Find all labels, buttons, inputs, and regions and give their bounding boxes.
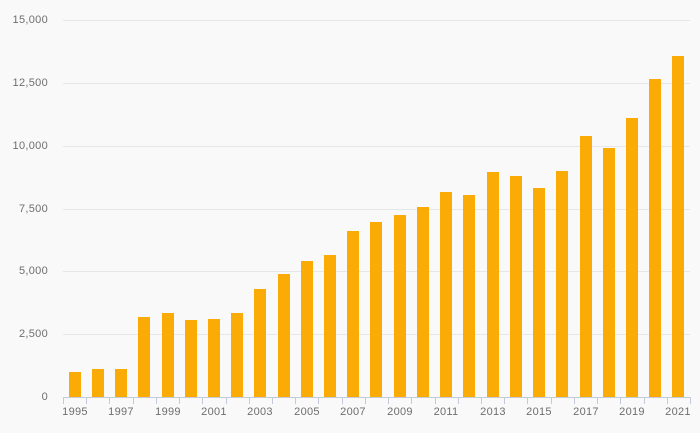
x-axis-label-2019: 2019	[619, 406, 645, 418]
x-axis-label-2001: 2001	[201, 406, 227, 418]
x-axis-label-1997: 1997	[108, 406, 134, 418]
x-axis-label-1999: 1999	[155, 406, 181, 418]
x-axis-tick	[504, 398, 505, 404]
x-axis-tick	[109, 398, 110, 404]
bar-2020[interactable]	[649, 79, 661, 397]
bar-2002[interactable]	[231, 313, 243, 397]
bar-2010[interactable]	[417, 207, 429, 397]
bar-2021[interactable]	[672, 56, 684, 397]
x-axis-label-2007: 2007	[340, 406, 366, 418]
x-axis-tick	[202, 398, 203, 404]
x-axis-tick	[667, 398, 668, 404]
bar-2018[interactable]	[603, 148, 615, 397]
x-axis-tick	[620, 398, 621, 404]
bar-2000[interactable]	[185, 320, 197, 397]
gridline-15000	[63, 20, 690, 21]
x-axis-tick	[249, 398, 250, 404]
x-axis-tick	[690, 398, 691, 404]
x-axis-tick	[156, 398, 157, 404]
x-axis-tick	[644, 398, 645, 404]
y-axis-label-10000: 10,000	[12, 140, 48, 152]
gridline-10000	[63, 146, 690, 147]
bar-2005[interactable]	[301, 261, 313, 397]
x-axis-tick	[318, 398, 319, 404]
bar-2017[interactable]	[580, 136, 592, 397]
x-axis-tick	[574, 398, 575, 404]
x-axis-label-2005: 2005	[294, 406, 320, 418]
x-axis-label-2021: 2021	[665, 406, 691, 418]
bar-2019[interactable]	[626, 118, 638, 397]
x-axis-tick	[435, 398, 436, 404]
bar-2016[interactable]	[556, 171, 568, 397]
x-axis-tick	[481, 398, 482, 404]
bar-1995[interactable]	[69, 372, 81, 397]
x-axis-label-2013: 2013	[480, 406, 506, 418]
bar-2006[interactable]	[324, 255, 336, 397]
bar-2001[interactable]	[208, 319, 220, 397]
x-axis-label-2003: 2003	[247, 406, 273, 418]
y-axis-label-0: 0	[41, 391, 48, 403]
x-axis-tick	[272, 398, 273, 404]
bar-2014[interactable]	[510, 176, 522, 397]
x-axis-tick	[86, 398, 87, 404]
bar-2013[interactable]	[487, 172, 499, 397]
x-axis-label-2011: 2011	[433, 406, 459, 418]
x-axis-label-2017: 2017	[573, 406, 599, 418]
bar-2007[interactable]	[347, 231, 359, 397]
bar-2012[interactable]	[463, 195, 475, 397]
x-axis-tick	[458, 398, 459, 404]
bar-2015[interactable]	[533, 188, 545, 397]
x-axis-tick	[295, 398, 296, 404]
gridline-7500	[63, 209, 690, 210]
bar-2009[interactable]	[394, 215, 406, 397]
x-axis-tick	[551, 398, 552, 404]
x-axis-label-1995: 1995	[62, 406, 88, 418]
x-axis-label-2009: 2009	[387, 406, 413, 418]
x-axis-line	[63, 397, 691, 398]
y-axis-label-15000: 15,000	[12, 14, 48, 26]
y-axis-label-5000: 5,000	[18, 265, 48, 277]
bar-2004[interactable]	[278, 274, 290, 397]
bar-1996[interactable]	[92, 369, 104, 397]
x-axis-tick	[226, 398, 227, 404]
x-axis-label-2015: 2015	[526, 406, 552, 418]
y-axis-label-7500: 7,500	[18, 203, 48, 215]
bar-2003[interactable]	[254, 289, 266, 397]
x-axis-tick	[342, 398, 343, 404]
x-axis-tick	[63, 398, 64, 404]
x-axis-tick	[388, 398, 389, 404]
bar-2008[interactable]	[370, 222, 382, 397]
x-axis-tick	[179, 398, 180, 404]
y-axis-label-12500: 12,500	[12, 77, 48, 89]
y-axis-label-2500: 2,500	[18, 328, 48, 340]
bar-2011[interactable]	[440, 192, 452, 397]
x-axis-tick	[133, 398, 134, 404]
x-axis-tick	[597, 398, 598, 404]
x-axis-tick	[411, 398, 412, 404]
bar-1998[interactable]	[138, 317, 150, 397]
bar-1997[interactable]	[115, 369, 127, 397]
gridline-12500	[63, 83, 690, 84]
x-axis-tick	[527, 398, 528, 404]
x-axis-tick	[365, 398, 366, 404]
bar-1999[interactable]	[162, 313, 174, 397]
